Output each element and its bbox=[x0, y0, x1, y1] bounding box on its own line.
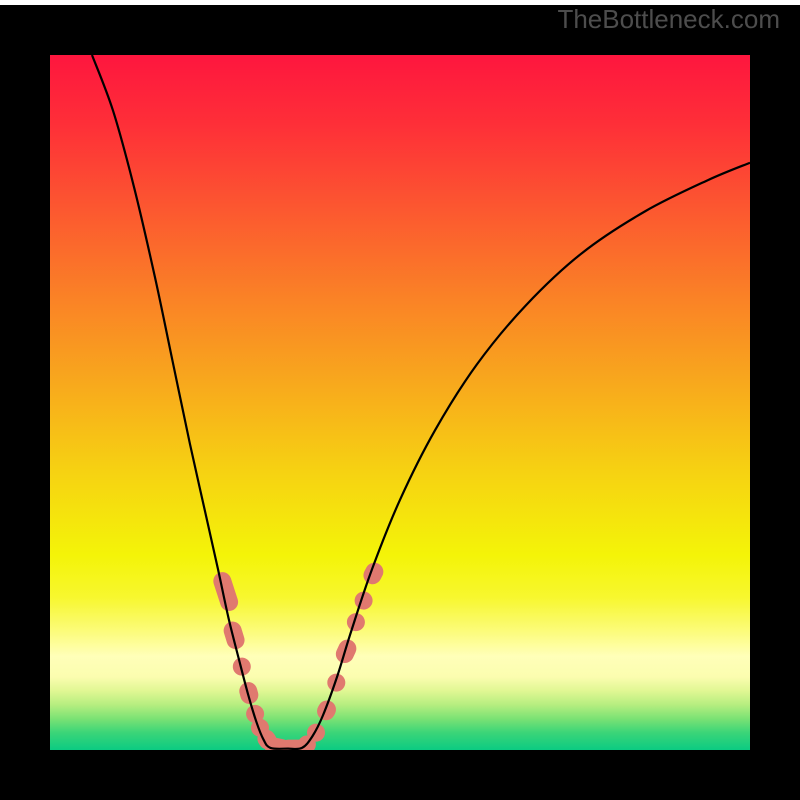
plot-background bbox=[50, 55, 750, 750]
bottleneck-chart bbox=[0, 0, 800, 800]
chart-container: TheBottleneck.com bbox=[0, 0, 800, 800]
watermark-text: TheBottleneck.com bbox=[557, 4, 780, 35]
